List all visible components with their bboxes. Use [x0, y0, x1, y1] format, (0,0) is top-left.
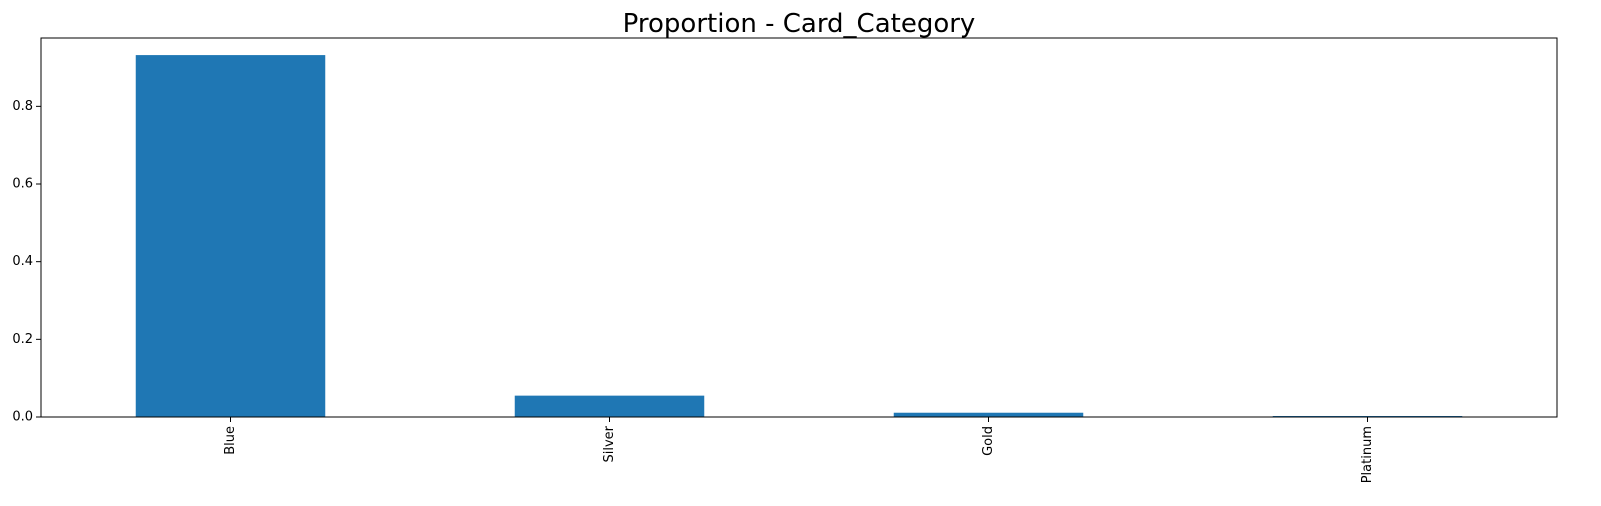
y-tick-label: 0.8 — [12, 99, 33, 114]
x-tick-label: Platinum — [1360, 426, 1375, 483]
chart-title: Proportion - Card_Category — [623, 9, 976, 39]
x-tick-label: Gold — [981, 426, 996, 456]
y-tick-label: 0.4 — [12, 254, 33, 269]
y-tick-label: 0.0 — [12, 410, 33, 425]
x-tick-label: Silver — [602, 425, 617, 462]
bars-group — [135, 55, 1463, 418]
y-tick-label: 0.6 — [12, 177, 33, 192]
x-axis: Blue Silver Gold Platinum — [223, 417, 1375, 483]
bar-gold — [893, 412, 1084, 417]
bar-silver — [514, 395, 705, 417]
plot-frame — [40, 37, 1558, 418]
x-tick-label: Blue — [223, 426, 238, 455]
bar-blue — [135, 55, 326, 418]
y-tick-label: 0.2 — [12, 332, 33, 347]
y-axis: 0.0 0.2 0.4 0.6 0.8 — [12, 99, 41, 425]
